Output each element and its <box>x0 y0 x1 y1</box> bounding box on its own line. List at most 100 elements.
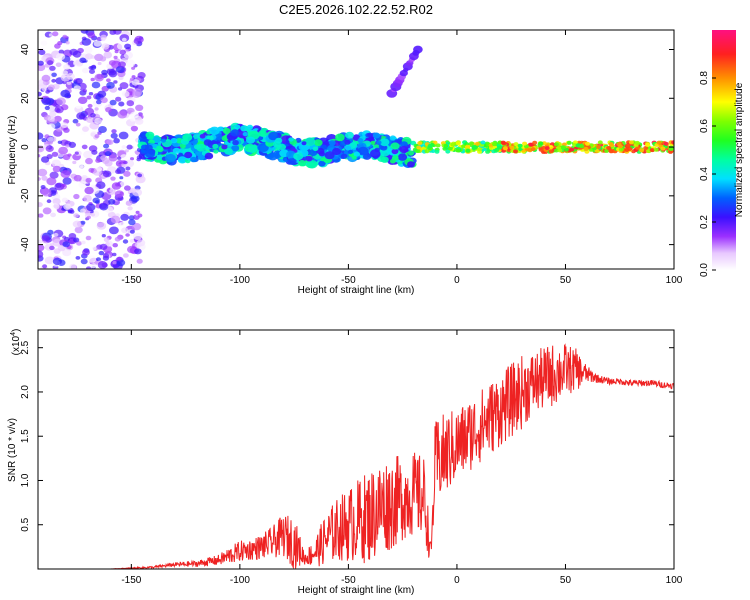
x-tick-label: 50 <box>560 275 572 286</box>
spectrogram-cell <box>73 237 80 243</box>
spectrogram-cell <box>114 190 125 198</box>
spectrogram-cell <box>56 53 66 61</box>
spectrogram-cell <box>52 165 61 173</box>
spectrogram-cell <box>131 75 136 79</box>
snr-y-label: SNR (10 * v/v) <box>7 418 18 482</box>
spectrogram-cell <box>583 146 589 151</box>
spectrogram-cell <box>471 144 477 149</box>
spectrogram-cell <box>119 181 128 187</box>
spectrogram-cell <box>91 149 98 155</box>
spectrogram-cell <box>125 166 131 171</box>
colorbar-tick-label: 0.2 <box>699 215 710 229</box>
spectrogram-cell <box>57 140 63 144</box>
spectrogram-cell <box>212 143 219 149</box>
spectrogram-cell <box>75 122 81 127</box>
snr-y-multiplier: (x104) <box>10 329 22 356</box>
spectrogram-cell <box>232 140 239 146</box>
spectrogram-cell <box>61 197 68 203</box>
spectrogram-cell <box>137 72 146 79</box>
spectrogram-cell <box>135 118 144 125</box>
spectrogram-cell <box>628 140 634 145</box>
colorbar: 0.0 0.2 0.4 0.6 0.8 Normalized spectral ampl… <box>699 30 745 277</box>
spectrogram-cell <box>86 95 92 100</box>
spectrogram-cell <box>47 84 55 91</box>
spectrogram-cell <box>474 141 480 146</box>
spectrogram-cell <box>522 141 528 146</box>
spectrogram-panel: -150 -100 -50 0 50 100 -40 -20 0 20 40 Height of … <box>7 29 683 296</box>
spectrogram-cell <box>492 142 497 147</box>
spectrogram-cell <box>389 135 397 141</box>
spectrogram-cell <box>41 156 50 163</box>
spectrogram-cell <box>116 256 122 261</box>
x-tick-label: -50 <box>341 275 356 286</box>
spectrogram-cell <box>75 256 81 260</box>
spectrogram-cell <box>60 170 71 179</box>
spectrogram-cell <box>257 136 264 141</box>
spectrogram-cell <box>80 240 86 245</box>
spectrogram-cell <box>111 182 122 190</box>
spectrogram-marks <box>38 30 674 269</box>
spectrogram-cell <box>413 45 423 54</box>
colorbar-tick-label: 0.6 <box>699 119 710 133</box>
spectrogram-cell <box>115 169 122 175</box>
spectrogram-cell <box>113 55 118 60</box>
spectrogram-cell <box>125 59 136 68</box>
spectrogram-y-axis: -40 -20 0 20 40 <box>20 44 674 252</box>
spectrogram-cell <box>93 40 102 47</box>
spectrogram-cell <box>66 81 72 85</box>
spectrogram-cell <box>84 186 94 195</box>
colorbar-ticks: 0.0 0.2 0.4 0.6 0.8 <box>699 71 716 277</box>
spectrogram-cell <box>111 129 117 134</box>
spectrogram-cell <box>110 132 118 139</box>
spectrogram-cell <box>41 74 51 82</box>
spectrogram-cell <box>538 147 544 152</box>
spectrogram-cell <box>608 142 614 146</box>
spectrogram-cell <box>38 168 48 177</box>
spectrogram-cell <box>347 149 353 155</box>
spectrogram-cell <box>67 153 72 157</box>
spectrogram-cell <box>103 143 110 149</box>
spectrogram-cell <box>242 132 248 137</box>
spectrogram-cell <box>660 146 666 151</box>
spectrogram-cell <box>42 207 52 215</box>
snr-y-multiplier-exp: 4 <box>10 332 17 336</box>
spectrogram-cell <box>88 167 95 173</box>
spectrogram-cell <box>370 140 376 145</box>
spectrogram-cell <box>214 133 223 140</box>
spectrogram-cell <box>133 38 142 45</box>
spectrogram-cell <box>298 160 307 167</box>
y-tick-label: 0 <box>20 144 31 150</box>
spectrogram-cell <box>178 148 185 153</box>
spectrogram-cell <box>246 124 254 130</box>
x-tick-label: 100 <box>666 575 683 586</box>
spectrogram-cell <box>97 90 107 98</box>
y-tick-label: -20 <box>20 188 31 203</box>
spectrogram-cell <box>312 146 319 152</box>
spectrogram-cell <box>105 107 112 113</box>
spectrogram-cell <box>94 107 99 111</box>
spectrogram-cell <box>97 261 108 269</box>
spectrogram-cell <box>335 133 345 142</box>
spectrogram-cell <box>136 239 146 247</box>
spectrogram-cell <box>351 155 357 160</box>
spectrogram-cell <box>129 77 135 82</box>
spectrogram-cell <box>89 69 95 74</box>
spectrogram-cell <box>73 193 80 200</box>
x-tick-label: -150 <box>121 575 141 586</box>
spectrogram-cell <box>68 233 77 240</box>
spectrogram-cell <box>548 149 554 154</box>
spectrogram-cell <box>72 220 82 228</box>
spectrogram-cell <box>137 173 143 178</box>
spectrogram-cell <box>126 100 135 107</box>
spectrogram-cell <box>87 255 97 263</box>
spectrogram-cell <box>86 116 94 123</box>
spectrogram-cell <box>416 145 422 150</box>
spectrogram-cell <box>117 110 128 119</box>
spectrogram-cell <box>49 171 59 179</box>
spectrogram-cell <box>125 233 130 237</box>
spectrogram-cell <box>75 78 83 84</box>
spectrogram-cell <box>340 153 348 159</box>
spectrogram-cell <box>97 61 102 66</box>
spectrogram-cell <box>544 146 550 151</box>
